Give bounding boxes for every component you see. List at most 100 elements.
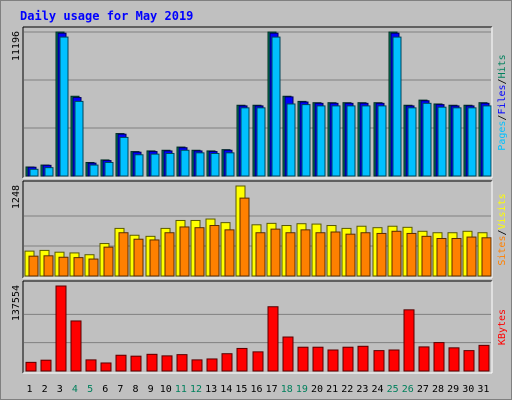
- bar-pages-day-2: [44, 167, 54, 177]
- x-tick-label-day-23: 23: [356, 384, 368, 395]
- bar-kbytes-day-3: [55, 285, 67, 372]
- legend-entry-kbytes: KBytes: [497, 309, 508, 345]
- bar-sites-day-2: [43, 255, 54, 277]
- x-tick-label-day-28: 28: [432, 384, 444, 395]
- bar-sites-day-12: [194, 227, 205, 277]
- bar-kbytes-day-25: [388, 349, 400, 372]
- bar-kbytes-day-1: [25, 361, 37, 372]
- bar-kbytes-day-4: [70, 320, 82, 372]
- bar-pages-day-12: [195, 152, 205, 177]
- bar-sites-day-25: [391, 230, 402, 277]
- x-tick-label-day-19: 19: [296, 384, 308, 395]
- bar-pages-day-23: [361, 105, 371, 177]
- bar-sites-day-1: [28, 255, 39, 277]
- bar-sites-day-30: [466, 236, 477, 277]
- bar-pages-day-15: [240, 107, 250, 177]
- x-tick-label-day-16: 16: [250, 384, 262, 395]
- bar-kbytes-day-5: [85, 359, 97, 372]
- bar-sites-day-27: [421, 235, 432, 277]
- x-tick-label-day-27: 27: [417, 384, 429, 395]
- x-tick-label-day-7: 7: [117, 384, 123, 395]
- bar-kbytes-day-8: [130, 355, 142, 372]
- bar-sites-day-19: [300, 229, 311, 277]
- legend-separator: /: [497, 115, 508, 121]
- chart-title: Daily usage for May 2019: [20, 9, 193, 23]
- x-tick-label-day-30: 30: [462, 384, 474, 395]
- legend-visits-sites: Sites/Visits: [497, 193, 508, 265]
- bar-kbytes-day-17: [267, 306, 279, 372]
- legend-entry-hits: Hits: [497, 54, 508, 78]
- x-tick-label-day-10: 10: [160, 384, 172, 395]
- bar-pages-day-18: [286, 103, 296, 177]
- bar-sites-day-3: [58, 256, 69, 277]
- legend-separator: /: [497, 78, 508, 84]
- bar-pages-day-27: [422, 102, 432, 177]
- x-tick-label-day-4: 4: [72, 384, 78, 395]
- bar-pages-day-3: [59, 36, 69, 177]
- bar-sites-day-8: [133, 238, 144, 277]
- x-tick-label-day-15: 15: [235, 384, 247, 395]
- legend-kbytes: KBytes: [497, 309, 508, 345]
- bar-pages-day-26: [407, 107, 417, 177]
- bar-sites-day-5: [88, 258, 99, 277]
- bar-sites-day-24: [376, 232, 387, 277]
- bar-kbytes-day-2: [40, 359, 52, 372]
- bar-kbytes-day-27: [418, 346, 430, 372]
- bar-pages-day-4: [74, 100, 84, 177]
- bar-kbytes-day-13: [206, 358, 218, 372]
- bar-kbytes-day-9: [146, 353, 158, 372]
- bar-sites-day-18: [285, 232, 296, 277]
- bar-kbytes-day-7: [115, 354, 127, 372]
- bar-kbytes-day-16: [252, 351, 264, 372]
- x-tick-label-day-26: 26: [402, 384, 414, 395]
- bar-kbytes-day-10: [161, 355, 173, 372]
- bar-kbytes-day-12: [191, 359, 203, 372]
- bar-kbytes-day-20: [312, 346, 324, 372]
- bar-sites-day-10: [164, 232, 175, 277]
- bar-pages-day-17: [271, 36, 281, 177]
- bar-sites-day-31: [481, 237, 492, 277]
- bar-sites-day-9: [149, 239, 160, 277]
- bar-pages-day-20: [316, 105, 326, 177]
- bar-pages-day-11: [180, 149, 190, 177]
- bar-pages-day-14: [225, 152, 235, 177]
- bar-sites-day-16: [255, 232, 266, 277]
- bar-kbytes-day-29: [448, 347, 460, 372]
- x-tick-label-day-2: 2: [42, 384, 48, 395]
- bar-sites-day-26: [406, 232, 417, 277]
- legend-separator: /: [497, 229, 508, 235]
- bar-sites-day-15: [239, 197, 250, 277]
- bar-pages-day-30: [467, 107, 477, 177]
- bar-kbytes-day-6: [100, 362, 112, 372]
- x-tick-label-day-31: 31: [477, 384, 489, 395]
- bar-sites-day-13: [209, 225, 220, 277]
- bar-pages-day-21: [331, 105, 341, 177]
- bar-kbytes-day-23: [357, 345, 369, 372]
- bar-kbytes-day-22: [342, 346, 354, 372]
- bar-kbytes-day-19: [297, 346, 309, 372]
- x-tick-label-day-5: 5: [87, 384, 93, 395]
- x-tick-label-day-9: 9: [148, 384, 154, 395]
- bar-sites-day-7: [118, 232, 129, 277]
- bar-sites-day-14: [224, 229, 235, 277]
- bar-pages-day-29: [452, 107, 462, 177]
- legend-entry-visits: Visits: [497, 193, 508, 229]
- bar-pages-day-8: [134, 154, 144, 177]
- bar-sites-day-6: [103, 246, 114, 277]
- bar-kbytes-day-15: [236, 347, 248, 372]
- bar-sites-day-21: [330, 231, 341, 277]
- bar-pages-day-24: [377, 105, 387, 177]
- bar-kbytes-day-21: [327, 349, 339, 372]
- x-tick-label-day-21: 21: [326, 384, 338, 395]
- bar-pages-day-5: [89, 164, 99, 177]
- bar-sites-day-17: [270, 228, 281, 277]
- bar-sites-day-23: [360, 232, 371, 277]
- bar-sites-day-22: [345, 233, 356, 277]
- bar-pages-day-9: [150, 153, 160, 177]
- bar-sites-day-20: [315, 232, 326, 277]
- x-tick-label-day-24: 24: [372, 384, 384, 395]
- y-max-label: 11196: [11, 31, 22, 61]
- legend-entry-files: Files: [497, 84, 508, 114]
